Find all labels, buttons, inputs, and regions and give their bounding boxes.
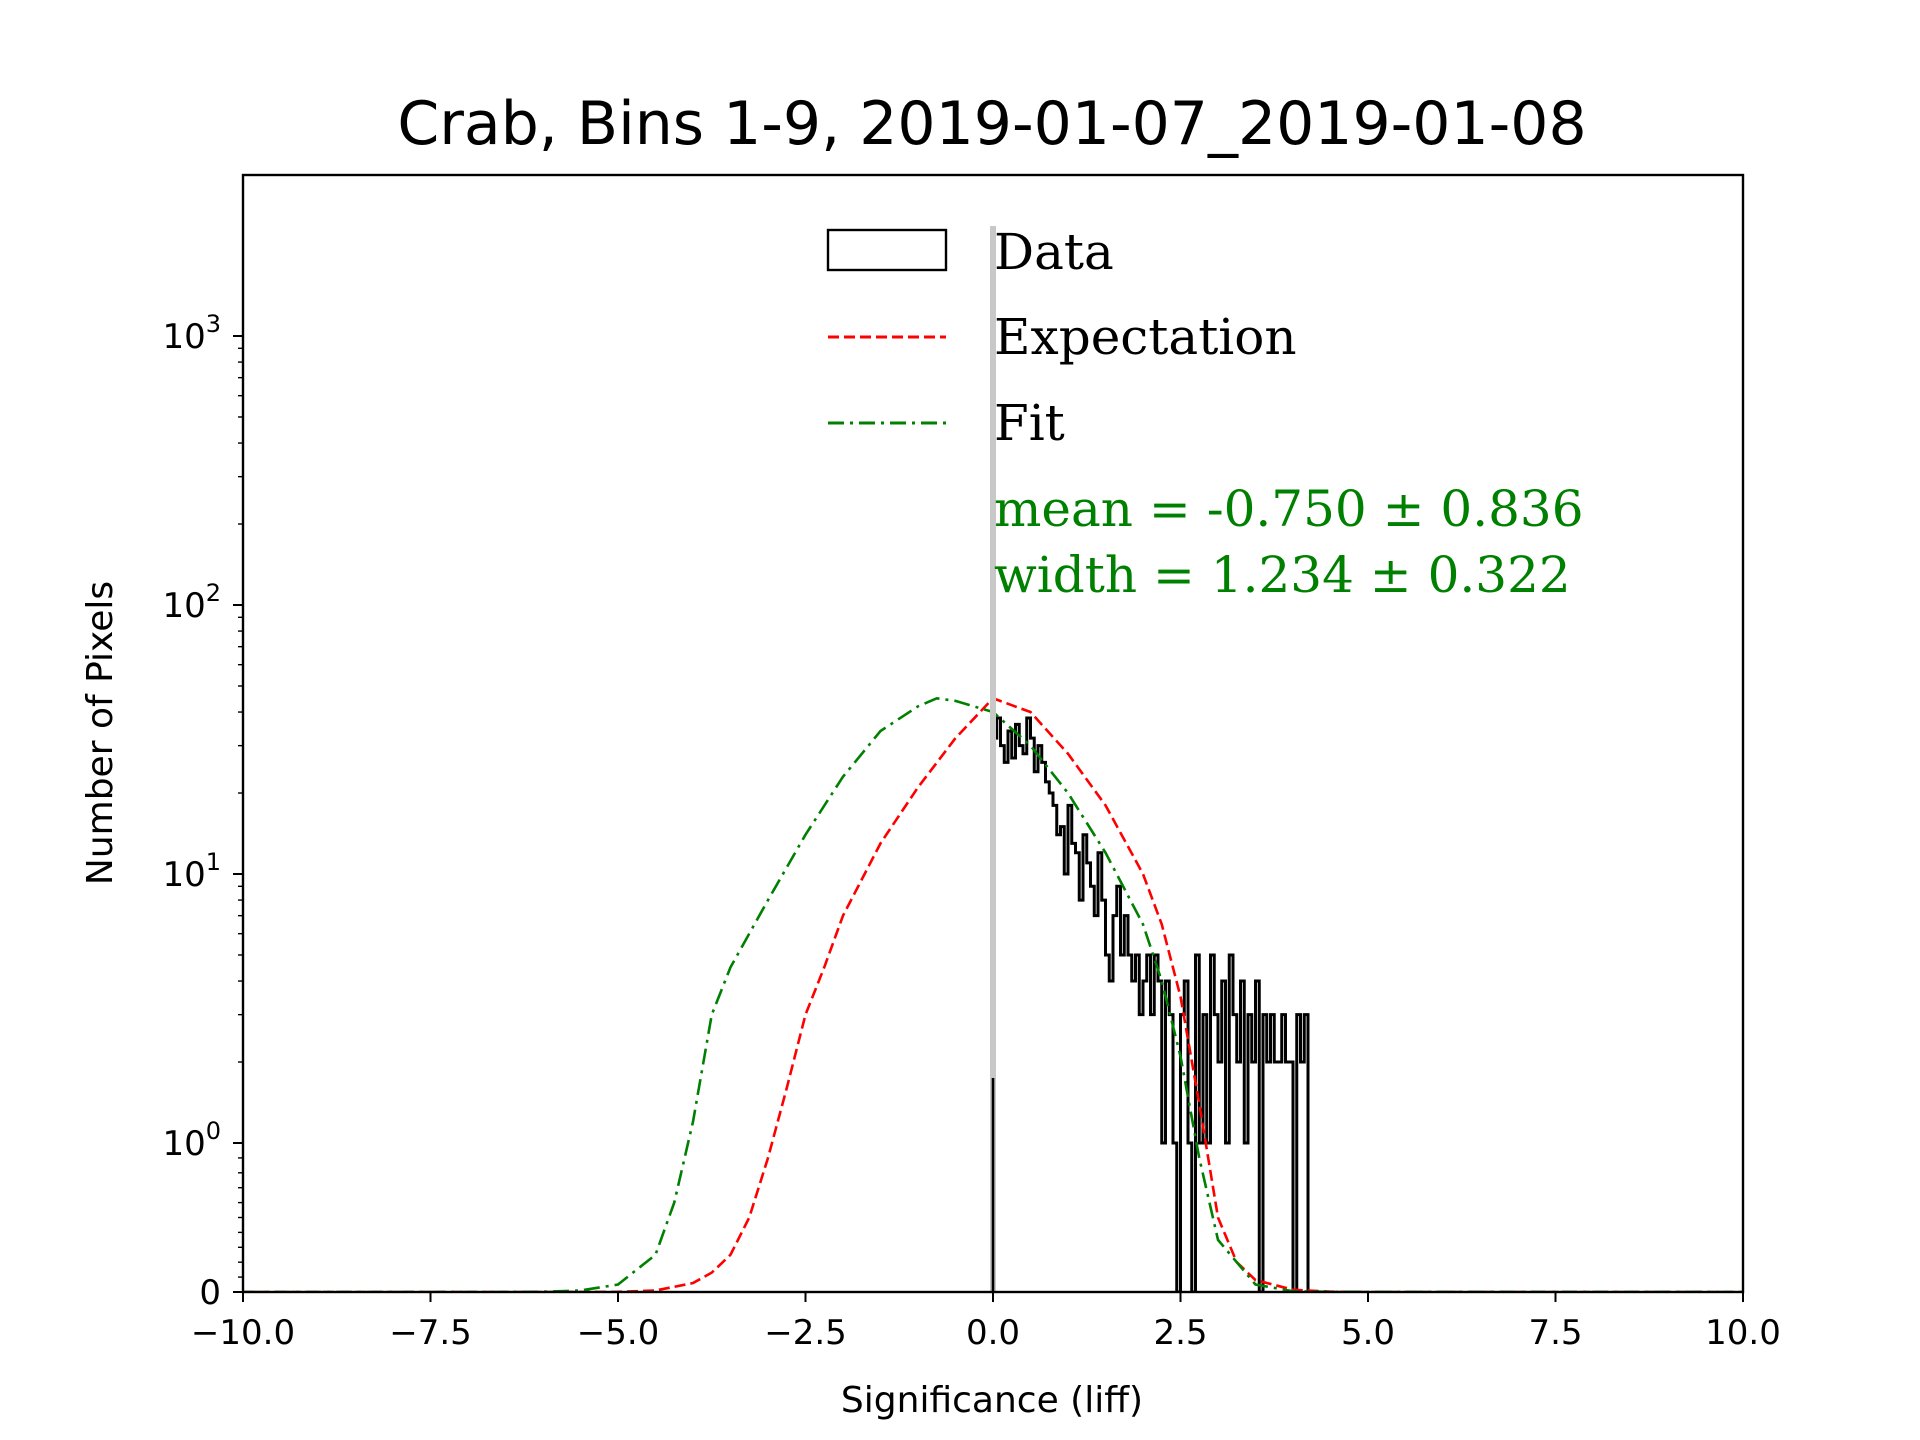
fit-width-annotation: width = 1.234 ± 0.322 xyxy=(994,546,1571,604)
x-tick-label: −10.0 xyxy=(191,1313,295,1353)
legend-expectation-label: Expectation xyxy=(994,308,1297,366)
x-tick-label: 0.0 xyxy=(966,1313,1020,1353)
legend-data-swatch xyxy=(826,228,948,272)
x-tick-label: 7.5 xyxy=(1528,1313,1582,1353)
y-axis-ticks: 0 100 101 102 103 xyxy=(162,310,243,1313)
y-axis-label: Number of Pixels xyxy=(80,581,121,885)
chart-title: Crab, Bins 1-9, 2019-01-07_2019-01-08 xyxy=(397,89,1586,159)
x-tick-label: 2.5 xyxy=(1153,1313,1207,1353)
y-tick-label: 101 xyxy=(162,848,221,895)
y-tick-label: 103 xyxy=(162,310,221,357)
fit-curve-series xyxy=(243,696,1743,1292)
x-tick-label: −2.5 xyxy=(764,1313,847,1353)
y-tick-label: 102 xyxy=(162,579,221,626)
y-tick-label: 0 xyxy=(199,1273,221,1313)
x-tick-label: −7.5 xyxy=(389,1313,472,1353)
x-axis-label: Significance (liff) xyxy=(841,1380,1143,1421)
data-histogram-series xyxy=(991,716,1310,1292)
legend: Data Expectation Fit xyxy=(826,223,1297,452)
legend-fit-label: Fit xyxy=(994,394,1065,452)
y-tick-label: 100 xyxy=(162,1117,221,1164)
legend-data-label: Data xyxy=(994,223,1114,281)
x-tick-label: 10.0 xyxy=(1705,1313,1781,1353)
x-tick-label: −5.0 xyxy=(577,1313,660,1353)
x-axis-ticks: −10.0 −7.5 −5.0 −2.5 0.0 2.5 5.0 7.5 10.0 xyxy=(191,1292,1781,1353)
fit-mean-annotation: mean = -0.750 ± 0.836 xyxy=(994,480,1584,538)
x-tick-label: 5.0 xyxy=(1341,1313,1395,1353)
plot-series-group xyxy=(243,696,1743,1292)
